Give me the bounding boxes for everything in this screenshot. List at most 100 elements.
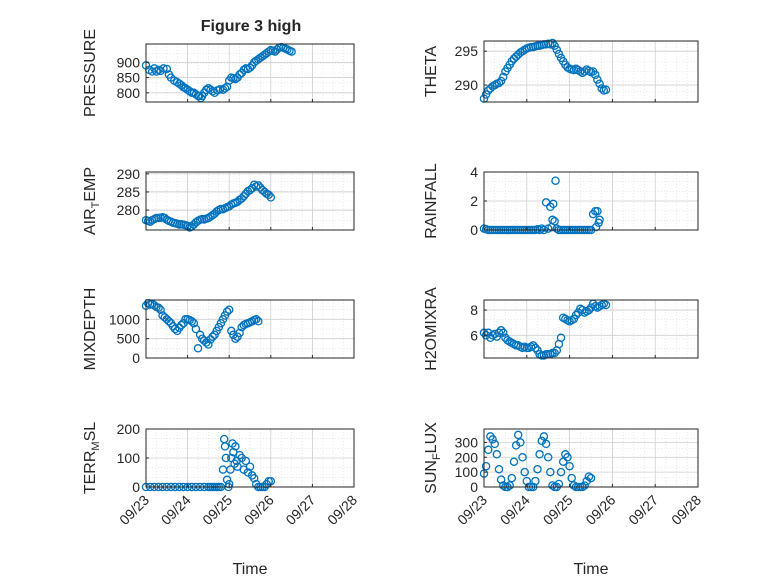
plot-area (146, 44, 354, 102)
data-point (580, 481, 589, 490)
data-point (488, 435, 497, 444)
y-tick-label: 500 (117, 331, 141, 347)
data-point (539, 432, 549, 441)
data-point (177, 320, 186, 330)
data-point (496, 326, 506, 335)
x-tick-label: 09/23 (116, 492, 152, 528)
data-point (520, 467, 529, 477)
data-point (245, 462, 255, 471)
data-point (535, 450, 544, 459)
data-point (208, 87, 217, 96)
y-axis-label: SUNFLUX (423, 422, 443, 494)
data-point (548, 215, 557, 225)
subplot-rainfall: 0 2 4 RAINFALL (423, 163, 699, 239)
data-point (204, 340, 213, 349)
series-markers (141, 298, 263, 353)
data-point (518, 453, 527, 462)
data-point (586, 473, 596, 483)
data-point (550, 348, 559, 358)
y-tick-label: 285 (117, 184, 141, 200)
axis-box (145, 299, 355, 359)
y-axis-label: H2OMIXRA (423, 287, 440, 371)
data-point (533, 464, 542, 474)
x-tick-label: 09/26 (582, 492, 618, 528)
data-point (505, 337, 514, 346)
data-point (584, 66, 594, 76)
y-tick-label: 0 (132, 350, 140, 366)
data-point (550, 217, 559, 226)
data-point (241, 456, 251, 466)
figure-title: Figure 3 high (201, 18, 301, 35)
data-point (488, 82, 497, 91)
x-tick-label: 09/28 (324, 492, 360, 528)
x-tick-label: 09/24 (158, 492, 194, 528)
y-tick-label: 200 (117, 421, 141, 437)
data-point (578, 305, 587, 315)
data-point (162, 64, 172, 74)
y-tick-label: 2 (470, 193, 478, 209)
y-axis-label: THETA (423, 46, 440, 98)
data-point (537, 224, 547, 233)
data-point (531, 476, 540, 486)
data-point (160, 213, 169, 223)
data-point (490, 439, 499, 449)
data-point (159, 64, 168, 73)
x-tick-label: 09/25 (199, 492, 235, 528)
data-point (505, 481, 514, 490)
data-point (287, 47, 296, 56)
data-point (254, 317, 263, 326)
data-point (256, 183, 265, 192)
y-axis-label: RAINFALL (423, 163, 440, 239)
data-point (496, 76, 506, 86)
axis-box (483, 299, 699, 359)
data-point (591, 222, 601, 232)
data-point (220, 442, 230, 451)
data-point (580, 67, 589, 76)
data-point (554, 49, 564, 59)
y-tick-label: 0 (132, 479, 140, 495)
data-point (204, 213, 213, 223)
data-point (563, 453, 572, 462)
y-tick-label: 8 (470, 302, 478, 318)
data-point (518, 46, 527, 56)
y-axis-label: AIRTEMP (82, 167, 102, 235)
data-point (239, 192, 249, 201)
x-tick-label: 09/27 (282, 492, 318, 528)
y-axis-label: MIXDEPTH (82, 288, 99, 371)
data-point (494, 78, 504, 88)
data-point (567, 473, 576, 483)
data-point (226, 465, 235, 474)
data-point (552, 45, 562, 55)
data-point (220, 84, 230, 93)
data-point (152, 67, 161, 76)
data-point (156, 305, 165, 314)
data-point (509, 457, 519, 466)
data-point (249, 474, 259, 483)
data-point (228, 439, 237, 448)
x-axis-label: Time (574, 561, 609, 578)
y-tick-label: 0 (470, 222, 478, 238)
data-point (170, 324, 180, 334)
data-point (593, 75, 602, 84)
data-point (546, 467, 555, 477)
data-point (164, 317, 174, 326)
data-point (494, 464, 504, 474)
data-point (231, 74, 240, 84)
subplot-h2omixra: 6 8 H2OMIXRA (423, 287, 699, 371)
axis-box (145, 171, 355, 231)
data-point (481, 461, 491, 471)
x-tick-label: 09/23 (454, 492, 490, 528)
data-point (243, 468, 253, 477)
y-tick-label: 100 (455, 464, 479, 480)
x-tick-label: 09/25 (540, 492, 576, 528)
y-tick-label: 290 (455, 77, 479, 93)
data-point (593, 206, 602, 216)
data-point (595, 215, 604, 225)
axis-box (483, 428, 699, 488)
data-point (595, 79, 604, 88)
data-point (221, 453, 231, 463)
y-tick-label: 300 (455, 434, 479, 450)
